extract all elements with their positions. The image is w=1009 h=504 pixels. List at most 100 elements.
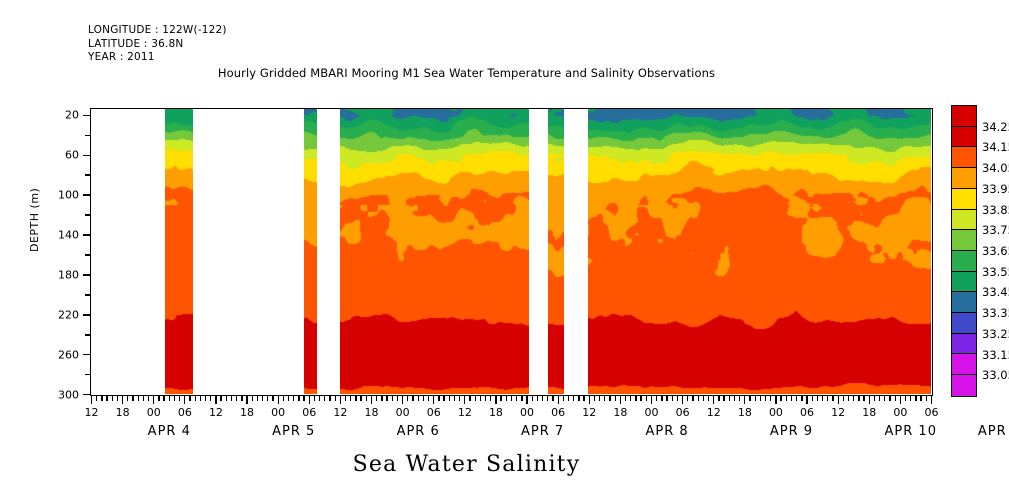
time-tick-minor xyxy=(334,396,336,401)
time-tick-minor xyxy=(500,396,502,401)
time-tick-minor xyxy=(707,396,710,401)
data-segment xyxy=(340,109,529,395)
time-tick-major xyxy=(930,396,933,404)
depth-tick xyxy=(83,234,90,236)
time-tick-major xyxy=(153,396,155,404)
colorbar-band xyxy=(952,188,976,210)
depth-tick xyxy=(83,154,90,157)
depth-tick-label: 180 xyxy=(58,268,79,282)
colorbar-band xyxy=(952,250,976,272)
time-tick-minor xyxy=(609,396,611,401)
time-tick-minor xyxy=(583,396,585,401)
time-tick-minor xyxy=(147,396,150,401)
time-tick-minor xyxy=(251,396,253,401)
time-tick-minor xyxy=(272,396,274,401)
time-tick-minor xyxy=(811,396,813,401)
time-hour-label: 12 xyxy=(831,406,846,419)
time-tick-minor xyxy=(516,396,518,401)
time-tick-minor xyxy=(230,396,233,401)
time-tick-minor xyxy=(889,396,891,401)
time-tick-minor xyxy=(173,396,176,401)
time-tick-minor xyxy=(381,396,383,401)
time-tick-minor xyxy=(261,396,264,401)
time-tick-minor xyxy=(101,396,103,401)
time-tick-minor xyxy=(738,396,741,401)
data-segment xyxy=(588,109,931,395)
time-hour-label: 00 xyxy=(395,406,410,419)
time-tick-minor xyxy=(593,396,596,401)
time-tick-minor xyxy=(873,396,876,401)
time-hour-label: 12 xyxy=(706,406,721,419)
time-tick-minor xyxy=(842,396,844,401)
time-tick-minor xyxy=(604,396,606,401)
time-tick-minor xyxy=(562,396,564,401)
chart-title: Hourly Gridded MBARI Mooring M1 Sea Wate… xyxy=(217,66,716,80)
time-tick-minor xyxy=(853,396,855,401)
time-hour-label: 06 xyxy=(302,406,317,419)
depth-axis: 20 60 100 140 180 220 260 300 xyxy=(0,108,90,401)
time-tick-major xyxy=(277,396,279,404)
time-tick-minor xyxy=(241,396,243,401)
time-tick-major xyxy=(899,396,902,404)
time-hour-label: 18 xyxy=(240,406,255,419)
time-tick-minor xyxy=(132,396,134,401)
time-tick-minor xyxy=(749,396,751,401)
depth-tick-minor xyxy=(85,174,90,177)
time-tick-minor xyxy=(692,396,694,401)
depth-tick-minor xyxy=(85,294,90,296)
time-tick-minor xyxy=(178,396,181,401)
colorbar-band xyxy=(952,292,976,314)
salinity-colorbar xyxy=(951,105,977,397)
time-tick-minor xyxy=(163,396,165,401)
colorbar-tick-label: 33.35 xyxy=(982,306,1009,321)
time-tick-major xyxy=(837,396,839,404)
time-tick-minor xyxy=(827,396,829,401)
colorbar-band xyxy=(952,126,976,148)
time-tick-major xyxy=(401,396,404,404)
time-tick-minor xyxy=(790,396,793,401)
time-tick-minor xyxy=(365,396,367,401)
time-tick-minor xyxy=(925,396,927,401)
time-tick-minor xyxy=(484,396,487,401)
depth-tick-minor xyxy=(85,214,90,216)
time-axis: 12 18 00 06 12 18 00 06 12 18 00 06 12 18 00 06 12 18 00 06… xyxy=(85,396,1009,456)
colorbar-tick-label: 34.15 xyxy=(982,140,1009,155)
time-hour-label: 12 xyxy=(84,406,99,419)
depth-tick-label: 60 xyxy=(65,148,79,162)
time-tick-minor xyxy=(687,396,689,401)
colorbar-tick-label: 33.75 xyxy=(982,223,1009,238)
time-day-label: APR 4 xyxy=(147,424,191,439)
depth-tick-label: 100 xyxy=(58,188,79,202)
time-tick-minor xyxy=(666,396,668,401)
time-tick-minor xyxy=(293,396,295,401)
time-hour-label: 00 xyxy=(644,406,659,419)
time-hour-label: 00 xyxy=(520,406,535,419)
colorbar-tick-label: 34.05 xyxy=(982,161,1009,176)
colorbar-tick-label: 33.55 xyxy=(982,264,1009,279)
latitude-label: LATITUDE : 36.8N xyxy=(88,37,184,50)
time-tick-minor xyxy=(318,396,321,401)
time-tick-minor xyxy=(656,396,658,401)
time-tick-minor xyxy=(204,396,207,401)
time-day-label: APR 6 xyxy=(396,424,440,439)
time-tick-minor xyxy=(189,396,191,401)
time-tick-minor xyxy=(360,396,362,401)
time-day-label: APR 11 xyxy=(977,424,1009,439)
station-metadata: LONGITUDE : 122W(-122) LATITUDE : 36.8N … xyxy=(88,24,227,65)
time-tick-minor xyxy=(821,396,824,401)
colorbar-band xyxy=(952,147,976,169)
data-segment xyxy=(548,109,564,395)
colorbar-band xyxy=(952,313,976,334)
time-tick-minor xyxy=(376,396,378,401)
time-tick-minor xyxy=(116,396,119,401)
depth-tick xyxy=(83,353,90,356)
time-tick-minor xyxy=(386,396,388,401)
time-tick-minor xyxy=(910,396,912,401)
depth-tick-minor xyxy=(85,134,90,137)
time-tick-minor xyxy=(676,396,679,401)
time-tick-major xyxy=(464,396,466,404)
time-tick-minor xyxy=(298,396,300,401)
time-tick-minor xyxy=(505,396,507,401)
time-tick-minor xyxy=(282,396,284,401)
time-tick-minor xyxy=(733,396,736,401)
